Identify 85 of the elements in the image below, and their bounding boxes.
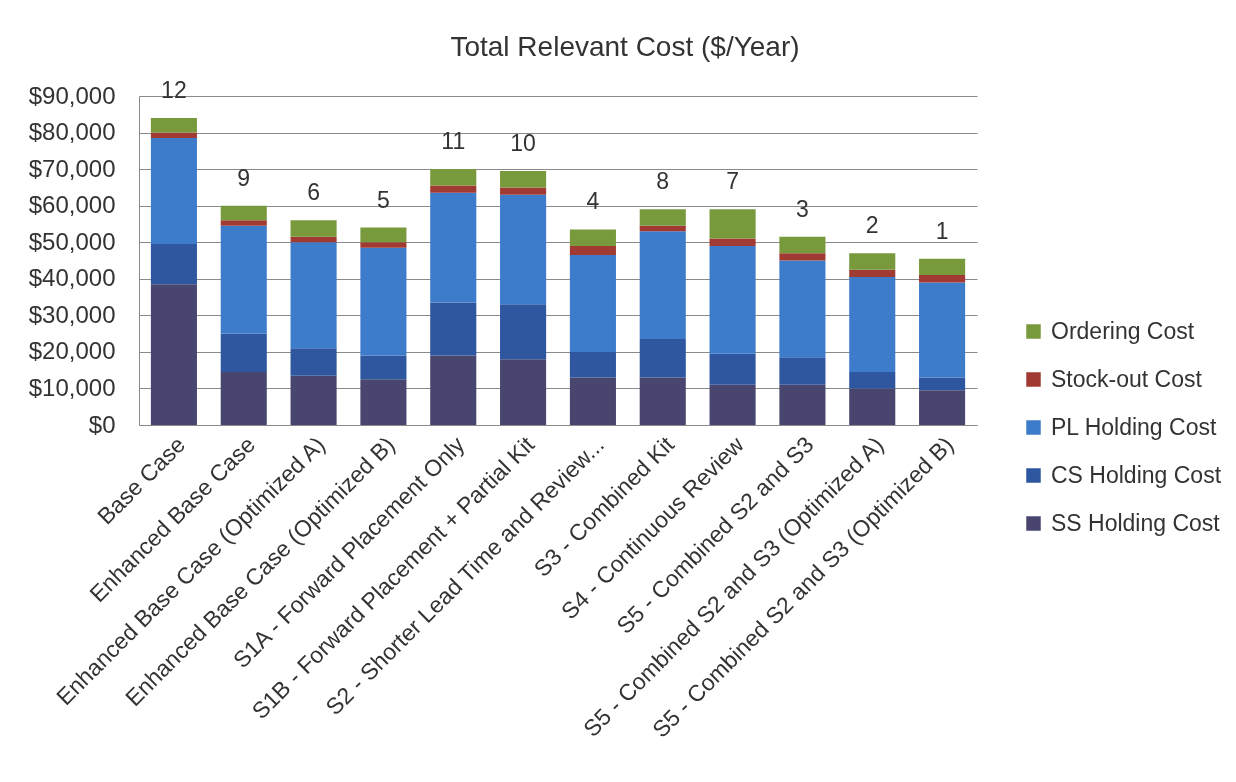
bar [220,333,267,372]
y-tick-label: $10,000 [28,373,116,401]
bar [150,117,197,133]
bar [430,355,477,425]
bar [430,185,477,193]
bar [709,384,756,425]
bar [290,242,337,349]
bar [500,359,547,425]
bar [779,253,826,261]
bar [220,371,267,425]
bar [849,388,896,425]
bar [849,253,896,270]
bar [919,282,966,378]
bar [639,231,686,340]
bar [430,169,477,186]
bar [849,371,896,389]
bar [919,390,966,425]
bar [360,355,407,380]
y-tick-label: $20,000 [28,337,116,365]
bar [779,236,826,254]
bar [779,384,826,425]
bar [779,260,826,358]
bar [220,220,267,226]
bar [779,357,826,385]
bar [220,205,267,221]
bar [639,209,686,226]
chart-title: Total Relevant Cost ($/Year) [450,30,800,62]
bar [849,276,896,372]
bar [430,302,477,356]
bar [709,353,756,385]
bar [290,348,337,376]
bar [360,227,407,243]
bar [569,245,616,256]
bar [639,339,686,378]
annotation: 5 [377,186,390,213]
bar [569,351,616,378]
y-tick-label: $50,000 [28,227,116,255]
y-tick-label: $40,000 [28,264,116,292]
bar [290,236,337,243]
annotation: 2 [865,212,879,239]
bar [849,269,896,277]
bar [500,304,547,360]
y-tick-label: $60,000 [28,191,116,219]
bar [569,377,616,425]
bar [500,170,547,188]
bar [360,247,407,356]
bar [430,192,477,303]
bar [709,238,756,246]
bar [919,377,966,391]
legend-label: SS Holding Cost [1051,509,1221,536]
annotation: 11 [441,128,466,155]
y-tick-label: $0 [88,410,116,438]
bar [290,220,337,237]
bar [709,245,756,354]
annotation: 7 [726,168,739,195]
y-tick-label: $90,000 [28,81,116,109]
bar [150,284,197,425]
bar [150,132,197,139]
bar [360,242,407,248]
legend-label: CS Holding Cost [1051,461,1222,488]
legend-label: Stock-out Cost [1051,365,1203,392]
bar [360,379,407,425]
legend-label: Ordering Cost [1051,317,1195,344]
y-tick-label: $30,000 [28,300,116,328]
annotation: 9 [237,164,251,191]
bar [500,194,547,305]
bar [639,225,686,232]
bar [569,229,616,246]
bar [709,209,756,239]
y-tick-label: $70,000 [28,154,116,182]
annotation: 8 [656,168,670,195]
bar [220,225,267,334]
bar [919,258,966,276]
bar [150,244,197,285]
bar [569,255,616,352]
bar [639,377,686,425]
annotation: 10 [510,129,536,156]
bar [150,138,197,245]
bar [290,375,337,425]
bar [500,187,547,195]
bar [919,275,966,283]
y-tick-label: $80,000 [28,118,116,146]
legend-label: PL Holding Cost [1051,413,1217,440]
annotation: 1 [935,217,949,244]
annotation: 6 [307,179,320,206]
